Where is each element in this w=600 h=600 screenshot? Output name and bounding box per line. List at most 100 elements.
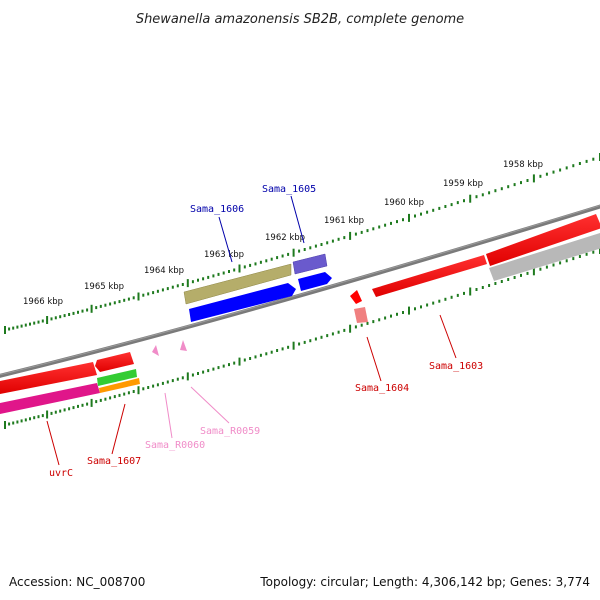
minor-tick-dot [166,287,169,291]
gene-label-sama1603[interactable]: Sama_1603 [429,361,483,372]
minor-tick-dot [384,223,387,227]
major-tick-mark [90,398,93,407]
major-tick-mark [408,213,410,222]
gene-sama1604-block[interactable] [350,290,362,304]
gene-sama1605-block[interactable] [292,253,328,275]
major-tick-mark [349,231,352,240]
gene-blue-long[interactable] [189,283,296,322]
minor-tick-dot [343,236,346,240]
minor-tick-dot [118,300,121,304]
minor-tick-dot [29,417,31,421]
minor-tick-dot [16,325,19,329]
gene-magenta-rev[interactable] [0,383,100,414]
minor-tick-dot [303,340,306,344]
minor-tick-dot [432,208,435,212]
tick-label-1960: 1960 kbp [384,198,424,208]
minor-tick-dot [265,259,268,263]
gene-pink-rna-2[interactable] [180,340,187,351]
gene-sama1603-block[interactable] [486,214,600,266]
minor-tick-dot [276,349,279,352]
minor-tick-dot [354,232,357,236]
minor-tick-dot [104,303,107,307]
minor-tick-dot [217,366,220,370]
tick-label-1962: 1962 kbp [265,233,305,243]
minor-tick-dot [123,392,126,396]
minor-tick-dot [592,157,595,161]
tick-label-1964: 1964 kbp [144,266,184,276]
minor-tick-dot [197,278,199,282]
minor-tick-dot [360,230,363,234]
gene-red-small-top[interactable] [95,352,134,372]
minor-tick-dot [298,342,301,346]
major-tick-mark [292,341,295,350]
minor-tick-dot [202,277,205,281]
gene-label-sama1604[interactable]: Sama_1604 [355,383,409,394]
minor-tick-dot [99,304,102,308]
minor-tick-dot [12,326,15,330]
minor-tick-dot [50,411,53,415]
gene-salmon-small[interactable] [354,307,368,323]
minor-tick-dot [156,289,159,293]
minor-tick-dot [233,268,236,272]
major-tick-mark [186,279,189,288]
minor-tick-dot [24,418,27,422]
major-tick-mark [469,194,472,203]
minor-tick-dot [41,414,44,418]
minor-tick-dot [77,404,79,408]
gene-blue-short[interactable] [298,272,332,291]
minor-tick-dot [222,271,225,275]
forward-strand-features [0,214,600,394]
lower-tick-track [4,246,600,429]
major-tick-mark [46,410,49,419]
minor-tick-dot [378,318,381,322]
minor-tick-dot [54,316,57,320]
minor-tick-dot [81,403,84,407]
gene-orange-small[interactable] [99,378,140,393]
gene-label-samaR0059[interactable]: Sama_R0059 [200,426,260,437]
minor-tick-dot [72,311,75,315]
gene-gray-rev[interactable] [489,233,600,281]
minor-tick-dot [545,172,548,176]
minor-tick-dot [109,302,112,306]
major-tick-mark [469,287,472,296]
minor-tick-dot [123,298,126,302]
major-tick-mark [137,292,140,301]
major-tick-mark [532,267,535,276]
gene-red-long-rev[interactable] [372,255,487,297]
minor-tick-dot [298,249,301,253]
minor-tick-dot [181,376,184,380]
gene-pink-rna-1[interactable] [152,345,159,356]
minor-tick-dot [202,370,205,374]
minor-tick-dot [37,320,40,324]
minor-tick-dot [438,206,441,210]
minor-tick-dot [217,272,220,276]
major-tick-mark [292,248,295,257]
gene-label-sama1606[interactable]: Sama_1606 [190,204,244,215]
minor-tick-dot [191,280,194,284]
major-tick-mark [238,264,241,273]
minor-tick-dot [343,328,346,332]
gene-green-small[interactable] [97,369,137,386]
minor-tick-dot [331,332,334,336]
minor-tick-dot [95,400,98,404]
minor-tick-dot [113,301,116,305]
minor-tick-dot [63,314,66,318]
minor-tick-dot [354,325,357,329]
minor-tick-dot [181,283,184,286]
gene-red-left-top[interactable] [0,362,97,394]
minor-tick-dot [24,323,27,327]
minor-tick-dot [539,267,542,271]
minor-tick-dot [456,293,459,297]
minor-tick-dot [463,199,465,203]
minor-tick-dot [152,384,155,388]
minor-tick-dot [109,396,112,400]
gene-label-uvrC[interactable]: uvrC [49,468,73,479]
gene-label-samaR0060[interactable]: Sama_R0060 [145,440,205,451]
minor-tick-dot [390,221,392,225]
minor-tick-dot [526,179,529,182]
gene-label-sama1607[interactable]: Sama_1607 [87,456,141,467]
minor-tick-dot [59,409,62,413]
tick-label-1966: 1966 kbp [23,297,63,307]
gene-label-sama1605[interactable]: Sama_1605 [262,184,316,195]
gene-sama1606-block[interactable] [183,263,292,305]
